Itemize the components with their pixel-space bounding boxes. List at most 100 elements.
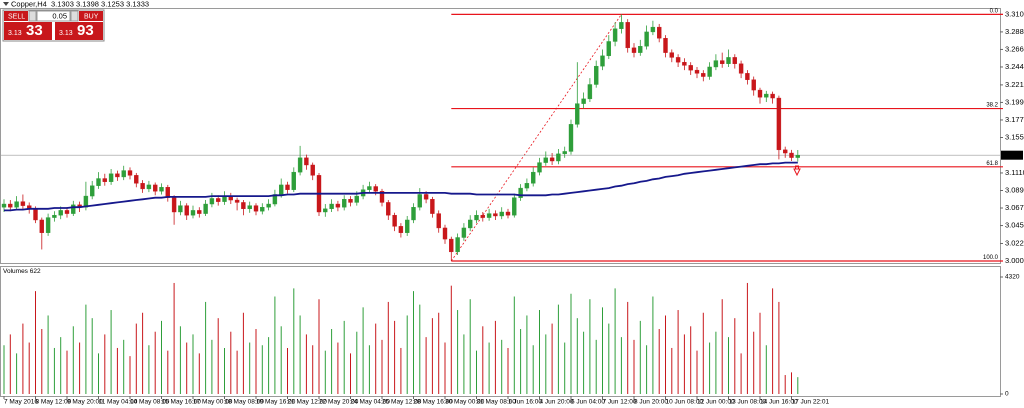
candle-body xyxy=(442,227,448,240)
fib-label: 0.0 xyxy=(990,8,999,14)
candle-body xyxy=(115,173,120,178)
candle-body xyxy=(644,31,649,47)
candle-body xyxy=(310,164,315,176)
candle-body xyxy=(108,173,114,182)
candle-body xyxy=(329,203,334,210)
y-tick-label: 3.2660 xyxy=(1005,44,1024,53)
candle-body xyxy=(619,22,624,29)
x-tick-label: 14 May 08:00 xyxy=(130,399,170,406)
x-tick-label: 11 May 04:00 xyxy=(99,399,138,406)
x-tick-label: 8 Jun 20:00 xyxy=(634,399,668,406)
y-tick-label: 3.0005 xyxy=(1005,256,1024,265)
x-tick-label: 15 May 16:00 xyxy=(162,399,202,406)
open: 3.1303 xyxy=(51,0,74,8)
candle-body xyxy=(795,154,800,158)
candle-body xyxy=(675,57,681,63)
candle-body xyxy=(701,73,706,77)
candle-body xyxy=(20,201,26,206)
candle-body xyxy=(398,226,404,233)
y-tick-label: 3.0890 xyxy=(1005,185,1024,194)
candle-body xyxy=(713,60,719,68)
candle-body xyxy=(455,237,460,253)
buy-price-box[interactable] xyxy=(55,22,103,40)
candle-body xyxy=(474,214,479,221)
candle-body xyxy=(411,207,416,221)
candle-body xyxy=(342,199,347,208)
x-tick-label: 24 May 04:00 xyxy=(351,399,391,406)
candle-body xyxy=(266,203,271,208)
candle-body xyxy=(39,219,44,233)
candle-body xyxy=(757,89,763,98)
candle-body xyxy=(417,194,422,208)
sell-button[interactable] xyxy=(4,11,28,21)
candle-body xyxy=(606,41,611,57)
candle-body xyxy=(562,151,567,155)
y-tick-label: 3.1775 xyxy=(1005,115,1024,124)
candle-body xyxy=(14,201,19,208)
y-tick-label: 3.2440 xyxy=(1005,62,1024,71)
candle-body xyxy=(789,152,794,158)
y-tick-label: 3.3100 xyxy=(1005,9,1024,18)
volume-title: Volumes 622 xyxy=(3,268,41,275)
lot-up[interactable] xyxy=(70,10,79,22)
candle-body xyxy=(335,203,341,208)
y-tick-label: 3.1555 xyxy=(1005,132,1024,141)
x-tick-label: 1 Jun 16:00 xyxy=(508,399,542,406)
candle-body xyxy=(556,153,561,162)
candle-body xyxy=(625,22,630,49)
candle-body xyxy=(657,26,662,39)
header-icon xyxy=(3,2,9,6)
buy-label: BUY xyxy=(84,13,99,20)
candle-body xyxy=(531,171,536,184)
candle-body xyxy=(694,69,700,74)
lot-down[interactable] xyxy=(28,10,37,22)
fib-label: 61.8 xyxy=(986,161,998,167)
candle-body xyxy=(127,170,133,176)
candle-body xyxy=(392,214,397,227)
candle-body xyxy=(436,213,441,229)
candle-body xyxy=(449,238,454,253)
y-tick-label: 3.0450 xyxy=(1005,221,1024,230)
lot-input[interactable] xyxy=(36,10,71,22)
trade-panel: SELL 0.05 BUY 3.13 33 3.13 93 xyxy=(2,9,105,42)
candle-body xyxy=(783,149,788,154)
candle-body xyxy=(468,219,473,229)
candle-body xyxy=(682,61,687,66)
candle-body xyxy=(379,191,385,203)
candle-body xyxy=(480,214,485,218)
price-arrow xyxy=(793,165,801,177)
y-tick-label: 0 xyxy=(1005,391,1009,398)
candle-body xyxy=(505,211,511,216)
candle-body xyxy=(253,205,259,212)
sell-price-box[interactable] xyxy=(4,22,52,40)
candle-body xyxy=(234,199,240,203)
candle-body xyxy=(241,202,246,210)
candle-body xyxy=(663,38,668,53)
candle-body xyxy=(764,93,769,98)
candle-body xyxy=(493,213,498,217)
y-tick-label: 3.2880 xyxy=(1005,27,1024,36)
y-tick-label: 3.1110 xyxy=(1005,168,1024,177)
candle-body xyxy=(297,157,303,173)
candle-body xyxy=(524,183,530,189)
candle-body xyxy=(405,219,410,233)
candle-body xyxy=(738,63,744,74)
x-tick-label: 18 May 08:00 xyxy=(225,399,265,406)
candle-body xyxy=(638,46,643,53)
candle-body xyxy=(152,184,158,192)
candle-body xyxy=(121,170,126,178)
symbol: Copper,H4 xyxy=(11,0,47,8)
candle-body xyxy=(461,227,467,238)
candle-body xyxy=(386,202,391,216)
x-tick-label: 28 May 16:00 xyxy=(414,399,454,406)
buy-button[interactable] xyxy=(79,11,103,21)
candle-body xyxy=(354,195,359,203)
candle-body xyxy=(291,171,296,190)
candle-body xyxy=(102,178,108,182)
candle-body xyxy=(600,55,605,67)
close: 3.1333 xyxy=(126,0,149,8)
candle-body xyxy=(140,183,145,190)
candle-body xyxy=(720,60,725,64)
candle-body xyxy=(159,187,164,192)
candle-body xyxy=(707,66,712,77)
